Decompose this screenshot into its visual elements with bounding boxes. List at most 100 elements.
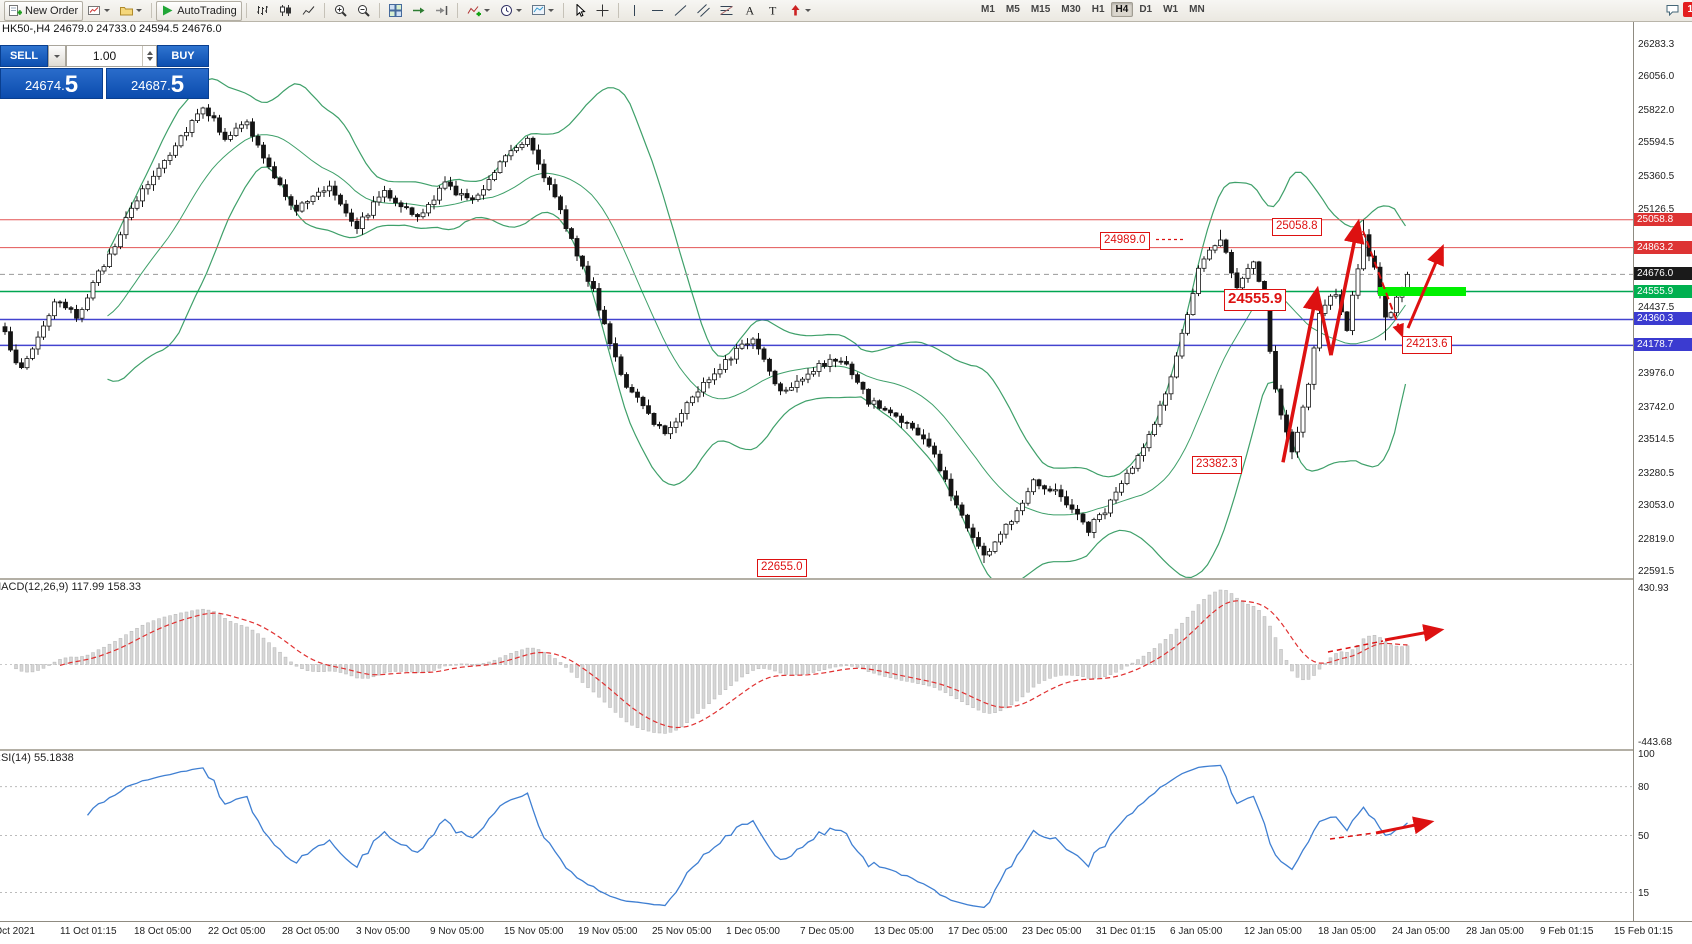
fibonacci-button[interactable] (715, 1, 738, 21)
horizontal-line-icon (651, 10, 663, 11)
text-icon: A (745, 4, 754, 17)
price-annotation[interactable]: 22655.0 (757, 559, 807, 577)
autotrading-play-icon (163, 5, 173, 16)
price-annotation[interactable]: 24213.6 (1402, 336, 1452, 354)
price-annotation[interactable]: 23382.3 (1192, 456, 1242, 474)
stepper-up-icon[interactable] (146, 48, 153, 55)
price-axis-label: 23742.0 (1638, 402, 1675, 413)
trendline-button[interactable] (669, 1, 692, 21)
new-chart-icon (88, 6, 101, 15)
profiles-button[interactable] (115, 1, 147, 21)
indicators-icon (467, 6, 481, 17)
rsi-axis-label: 15 (1638, 888, 1650, 899)
price-axis-label: 25360.5 (1638, 171, 1675, 182)
text-button[interactable]: A (738, 1, 761, 21)
sell-button[interactable]: SELL (0, 45, 48, 67)
buy-price-display[interactable]: 24687. 5 (106, 68, 209, 99)
timeframe-m30[interactable]: M30 (1061, 4, 1081, 15)
chart-shift-icon (435, 6, 447, 15)
new-chart-button[interactable] (83, 1, 115, 21)
time-axis-label: 9 Nov 05:00 (430, 926, 484, 937)
panel-splitter[interactable] (0, 578, 1633, 580)
vertical-line-button[interactable] (623, 1, 646, 21)
timeframe-d1[interactable]: D1 (1139, 4, 1153, 15)
zoom-in-button[interactable] (329, 1, 352, 21)
new-order-button[interactable]: New Order (4, 0, 84, 21)
chart-panel: HK50-,H4 24679.0 24733.0 24594.5 24676.0… (0, 21, 1633, 578)
price-axis-label: 24437.5 (1638, 302, 1675, 313)
vertical-line-icon (633, 5, 635, 16)
channel-button[interactable] (692, 1, 715, 21)
new-order-label: New Order (25, 4, 79, 17)
time-axis-label: 17 Dec 05:00 (948, 926, 1008, 937)
timeframe-h4[interactable]: H4 (1110, 2, 1134, 17)
arrows-button[interactable] (784, 1, 816, 21)
macd-panel[interactable]: MACD(12,26,9) 117.99 158.33 (0, 580, 1633, 749)
sell-price-display[interactable]: 24674. 5 (0, 68, 103, 99)
price-axis-label: 25594.5 (1638, 137, 1675, 148)
timeframe-h1[interactable]: H1 (1091, 4, 1105, 15)
timeframe-group: M1 M5 M15 M30 H1 H4 D1 W1 MN (976, 2, 1210, 17)
macd-canvas[interactable] (0, 580, 1633, 749)
price-axis-tag: 24555.9 (1634, 285, 1692, 298)
toolbar-separator (562, 3, 564, 18)
timeframe-w1[interactable]: W1 (1163, 4, 1179, 15)
buy-price-main: 24687. (130, 78, 171, 93)
indicators-button[interactable] (462, 1, 495, 21)
sell-price-big-digit: 5 (64, 71, 79, 98)
chart-shift-button[interactable] (430, 1, 453, 21)
tile-windows-button[interactable] (384, 1, 407, 21)
timeframe-mn[interactable]: MN (1189, 4, 1205, 15)
toolbar-separator (245, 3, 247, 18)
rsi-canvas[interactable] (0, 751, 1633, 921)
chevron-down-icon (547, 9, 554, 15)
cursor-button[interactable] (568, 1, 591, 21)
autotrading-button[interactable]: AutoTrading (156, 0, 242, 21)
new-order-icon (9, 5, 22, 16)
time-axis-label: 23 Dec 05:00 (1022, 926, 1082, 937)
panel-splitter[interactable] (0, 749, 1633, 751)
chart-ohlc-header: HK50-,H4 24679.0 24733.0 24594.5 24676.0 (2, 23, 222, 35)
chat-icon[interactable] (1666, 3, 1679, 16)
timeframe-m5[interactable]: M5 (1005, 4, 1020, 15)
crosshair-button[interactable] (591, 1, 614, 21)
text-label-button[interactable]: T (761, 1, 784, 21)
volume-stepper[interactable] (142, 46, 156, 66)
line-chart-button[interactable] (297, 1, 320, 21)
svg-text:T: T (769, 4, 777, 17)
price-axis[interactable]: 26283.3 26056.0 25822.0 25594.5 25360.5 25126… (1633, 21, 1692, 921)
timeframe-m1[interactable]: M1 (981, 4, 995, 15)
profiles-folder-icon (120, 7, 134, 16)
buy-button[interactable]: BUY (157, 45, 209, 67)
order-options-button[interactable] (48, 45, 66, 67)
time-axis[interactable]: 1 Oct 2021 11 Oct 01:15 18 Oct 05:00 22 Oct… (0, 921, 1692, 944)
zoom-in-icon (334, 5, 347, 17)
text-label-icon: T (769, 4, 777, 17)
zoom-out-button[interactable] (352, 1, 375, 21)
periods-button[interactable] (495, 1, 527, 21)
macd-axis-label: 430.93 (1638, 583, 1669, 594)
horizontal-line-button[interactable] (646, 1, 669, 21)
chevron-down-icon (136, 9, 143, 15)
bars-chart-icon (256, 6, 268, 15)
timeframe-m15[interactable]: M15 (1030, 4, 1051, 15)
auto-scroll-button[interactable] (407, 1, 430, 21)
volume-input[interactable]: 1.00 (66, 45, 157, 67)
price-annotation[interactable]: 24555.9 (1224, 289, 1287, 311)
price-axis-tag: 24360.3 (1634, 312, 1692, 325)
stepper-down-icon[interactable] (146, 57, 153, 64)
candlestick-chart-button[interactable] (274, 1, 297, 21)
rsi-panel[interactable]: RSI(14) 55.1838 (0, 751, 1633, 921)
time-axis-label: 28 Jan 05:00 (1466, 926, 1524, 937)
price-chart-canvas[interactable] (0, 21, 1633, 578)
price-annotation[interactable]: 25058.8 (1272, 218, 1322, 236)
toolbar-separator (378, 3, 380, 18)
notification-badge[interactable]: 1 (1683, 2, 1692, 17)
time-axis-label: 9 Feb 01:15 (1540, 926, 1594, 937)
price-axis-label: 22591.5 (1638, 566, 1675, 577)
templates-button[interactable] (527, 1, 559, 21)
time-axis-label: 25 Nov 05:00 (652, 926, 712, 937)
chevron-down-icon (804, 9, 811, 15)
price-annotation[interactable]: 24989.0 (1100, 232, 1150, 250)
bars-chart-button[interactable] (251, 1, 274, 21)
